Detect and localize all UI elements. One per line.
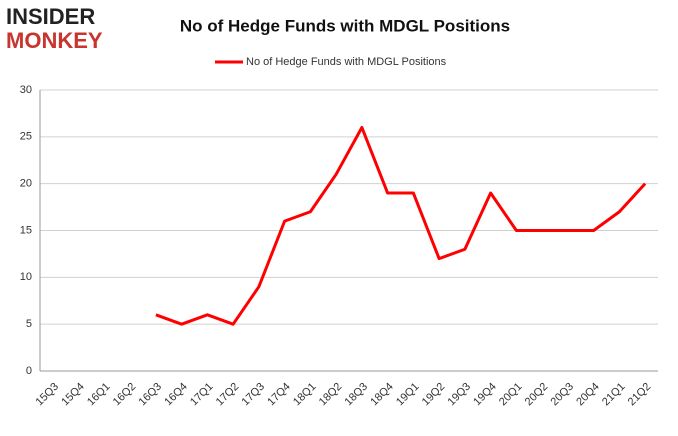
logo-line2: MONKEY <box>6 28 103 53</box>
y-tick-label: 10 <box>20 271 32 283</box>
y-tick-label: 0 <box>26 365 32 377</box>
logo-line1: INSIDER <box>6 4 95 29</box>
chart-title: No of Hedge Funds with MDGL Positions <box>180 16 510 35</box>
line-series <box>155 125 647 326</box>
y-tick-label: 25 <box>20 131 32 143</box>
y-tick-label: 5 <box>26 318 32 330</box>
y-tick-label: 20 <box>20 178 32 190</box>
legend-label: No of Hedge Funds with MDGL Positions <box>246 56 447 68</box>
y-tick-label: 15 <box>20 224 32 236</box>
y-tick-label: 30 <box>20 84 32 96</box>
